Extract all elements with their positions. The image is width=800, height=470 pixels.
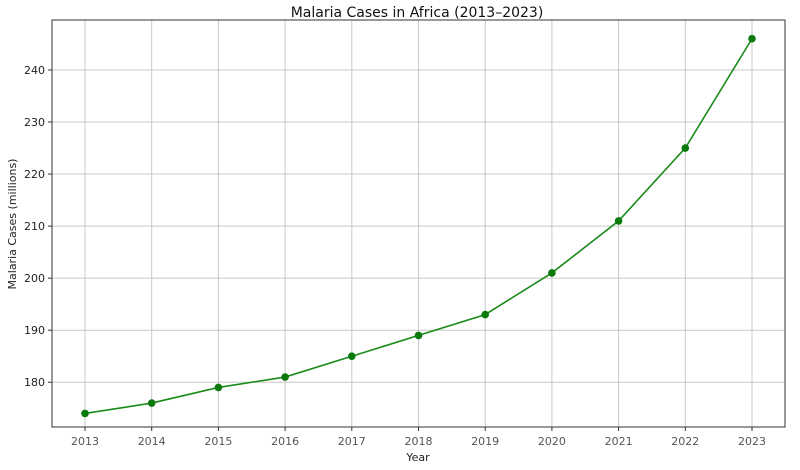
y-tick-label: 230 [24,116,45,129]
data-point-marker [281,373,289,381]
x-tick-label: 2014 [138,435,166,448]
x-tick-labels: 2013 2014 2015 2016 2017 2018 2019 2020 2021 2022… [71,435,766,448]
x-tick-label: 2016 [271,435,299,448]
axis-ticks [48,69,753,431]
x-tick-label: 2017 [338,435,366,448]
data-point-marker [414,331,423,340]
y-tick-label: 240 [24,64,45,77]
y-axis-label: Malaria Cases (millions) [6,159,19,290]
y-tick-labels: 180 190 200 210 220 230 240 [24,64,45,389]
x-tick-label: 2023 [738,435,766,448]
x-tick-label: 2022 [671,435,699,448]
grid-lines [52,20,785,427]
x-tick-label: 2015 [204,435,232,448]
x-axis-label: Year [405,451,430,464]
data-point-marker [681,144,690,152]
x-tick-label: 2018 [405,435,433,448]
y-tick-label: 200 [24,272,45,285]
x-tick-label: 2013 [71,435,99,448]
data-point-marker [81,409,89,418]
y-tick-label: 190 [24,324,45,337]
data-point-marker [548,269,556,277]
data-point-marker [614,217,623,225]
data-point-marker [214,383,223,392]
data-point-marker [748,34,756,43]
data-point-marker [348,352,356,361]
data-point-marker [147,399,156,407]
y-tick-label: 210 [24,220,45,233]
data-point-marker [481,310,490,319]
x-tick-label: 2021 [605,435,633,448]
chart-title: Malaria Cases in Africa (2013–2023) [291,5,544,21]
data-markers [81,34,756,418]
y-tick-label: 180 [24,376,45,389]
y-tick-label: 220 [24,168,45,181]
x-tick-label: 2020 [538,435,566,448]
x-tick-label: 2019 [471,435,499,448]
